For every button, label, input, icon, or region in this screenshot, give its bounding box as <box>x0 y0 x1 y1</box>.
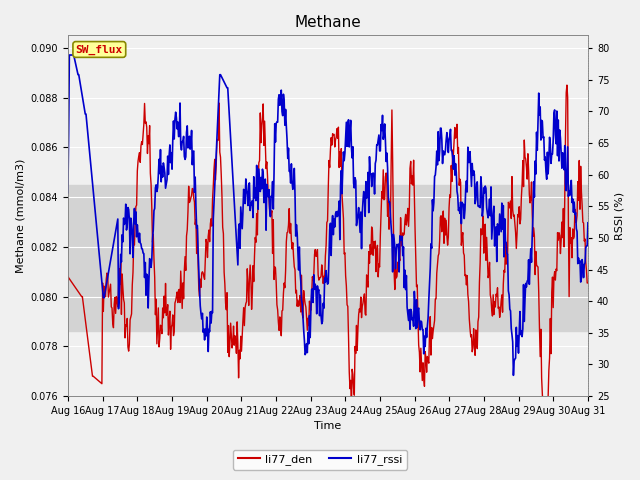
Title: Methane: Methane <box>294 15 362 30</box>
X-axis label: Time: Time <box>314 421 342 432</box>
Legend: li77_den, li77_rssi: li77_den, li77_rssi <box>233 450 407 469</box>
Y-axis label: RSSI (%): RSSI (%) <box>615 192 625 240</box>
Bar <box>68 185 588 331</box>
Text: SW_flux: SW_flux <box>76 44 123 55</box>
Y-axis label: Methane (mmol/m3): Methane (mmol/m3) <box>15 158 25 273</box>
